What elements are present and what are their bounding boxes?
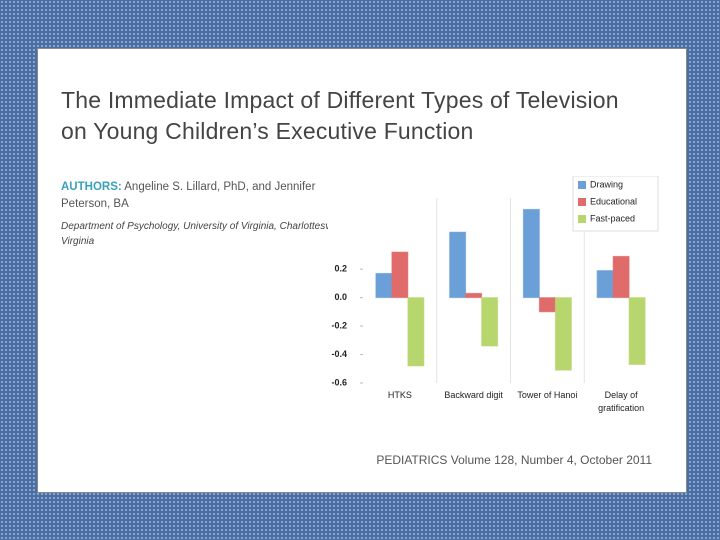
x-tick-label: Delay of gratification: [598, 390, 645, 413]
slide: The Immediate Impact of Different Types …: [37, 48, 687, 493]
legend-label: Drawing: [590, 179, 623, 189]
bar: [596, 270, 614, 299]
bar: [375, 272, 393, 299]
bar: [612, 255, 630, 299]
legend-swatch: [578, 181, 586, 189]
x-tick-label: Backward digit: [444, 390, 503, 400]
bar: [538, 297, 556, 313]
legend-label: Educational: [590, 196, 637, 206]
y-tick-label: 0.2: [334, 264, 347, 274]
bar: [628, 297, 646, 365]
y-tick-label: 0.0: [334, 292, 347, 302]
title-line: The Immediate Impact of Different Types …: [61, 87, 619, 113]
x-tick-label: HTKS: [387, 390, 412, 400]
authors: AUTHORS: Angeline S. Lillard, PhD, and J…: [61, 179, 361, 213]
bar: [522, 208, 540, 299]
bar: [465, 292, 483, 299]
legend-swatch: [578, 198, 586, 206]
y-tick-label: -0.2: [331, 320, 347, 330]
bar: [481, 297, 499, 347]
chart: -0.6 -0.4 -0.2 0.0 0.2 Drawing Educational Fast…: [328, 176, 668, 421]
bar: [407, 297, 425, 367]
x-tick-label: Tower of Hanoi: [517, 390, 578, 400]
legend-box: [572, 176, 659, 232]
bar: [391, 251, 409, 299]
title: The Immediate Impact of Different Types …: [61, 85, 619, 147]
legend-label: Fast-paced: [590, 213, 635, 223]
citation: PEDIATRICS Volume 128, Number 4, October…: [376, 453, 652, 467]
bar: [449, 231, 467, 299]
chart-svg: -0.6 -0.4 -0.2 0.0 0.2 Drawing Educational Fast…: [331, 176, 659, 387]
y-tick-label: -0.6: [331, 377, 347, 387]
y-tick-label: -0.4: [331, 349, 347, 359]
affiliation: Department of Psychology, University of …: [61, 221, 346, 247]
title-line: on Young Children’s Executive Function: [61, 118, 474, 144]
authors-label: AUTHORS:: [61, 181, 122, 193]
authors-text: Angeline S. Lillard, PhD, and Jennifer P…: [61, 181, 316, 210]
legend-swatch: [578, 215, 586, 223]
bar: [554, 297, 572, 371]
